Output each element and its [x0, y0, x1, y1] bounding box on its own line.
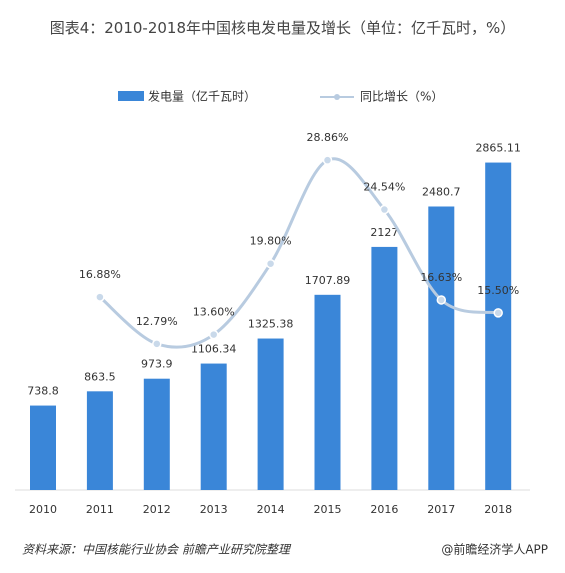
x-tick-label: 2017: [427, 503, 455, 516]
bar: [86, 391, 113, 490]
bar: [143, 378, 170, 490]
bar: [485, 162, 512, 491]
data-label: 13.60%: [193, 306, 235, 319]
data-label: 15.50%: [477, 284, 519, 297]
data-label: 16.63%: [420, 271, 462, 284]
growth-line: [98, 157, 499, 349]
data-label: 2127: [370, 226, 398, 239]
bar: [200, 363, 227, 490]
line-point: [265, 258, 276, 269]
data-label: 1106.34: [191, 343, 237, 356]
bar: [371, 246, 398, 490]
line-point: [493, 308, 503, 318]
data-label: 2865.11: [475, 142, 521, 155]
legend-label: 同比增长（%）: [360, 90, 443, 104]
data-label: 16.88%: [79, 268, 121, 281]
x-tick-label: 2015: [314, 503, 342, 516]
line-point: [152, 339, 162, 349]
data-label: 738.8: [27, 385, 59, 398]
x-tick-label: 2016: [370, 503, 398, 516]
data-label: 12.79%: [136, 315, 178, 328]
line-point: [322, 155, 333, 165]
title-box: 图表4：2010-2018年中国核电发电量及增长（单位：亿千瓦时，%）: [49, 19, 516, 37]
x-tick-label: 2013: [200, 503, 228, 516]
line-point: [208, 329, 219, 340]
x-tick-label: 2010: [29, 503, 57, 516]
data-label: 1707.89: [305, 274, 351, 287]
data-label: 28.86%: [307, 131, 349, 144]
line-point: [379, 204, 390, 215]
bar: [30, 405, 56, 490]
data-label: 1325.38: [248, 318, 294, 331]
x-tick-label: 2014: [257, 503, 285, 516]
data-label: 863.5: [84, 370, 116, 383]
chart-title: 图表4：2010-2018年中国核电发电量及增长（单位：亿千瓦时，%）: [49, 19, 516, 37]
x-tick-label: 2012: [143, 503, 171, 516]
source: 资料来源：中国核能行业协会 前瞻产业研究院整理: [22, 543, 292, 557]
line-point: [95, 292, 105, 302]
data-label: 24.54%: [363, 181, 405, 194]
bar: [428, 206, 455, 490]
data-label: 19.80%: [250, 235, 292, 248]
legend-swatch: [334, 94, 340, 100]
legend-label: 发电量（亿千瓦时）: [148, 89, 256, 104]
line-point: [436, 295, 447, 305]
data-label: 2480.7: [422, 185, 461, 198]
data-label: 973.9: [141, 358, 173, 371]
legend-swatch: [118, 91, 144, 101]
x-tick-label: 2011: [86, 503, 114, 516]
credit: @前瞻经济学人APP: [441, 542, 548, 557]
bar: [257, 338, 284, 490]
x-tick-label: 2018: [484, 503, 512, 516]
bar: [314, 294, 341, 490]
